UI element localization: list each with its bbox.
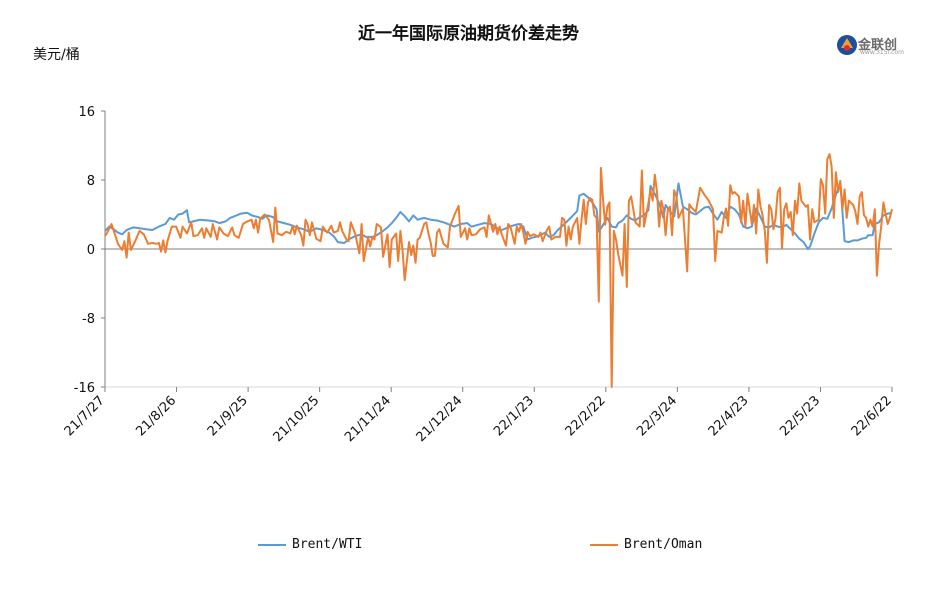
x-tick-label: 21/12/24 [414,393,466,445]
x-tick-label: 22/1/23 [491,393,537,439]
x-tick-label: 22/5/23 [777,393,823,439]
legend-item-brent-wti: Brent/WTI [258,537,362,552]
y-tick-label: 16 [78,105,95,120]
legend-item-brent-oman: Brent/Oman [590,537,702,552]
brand-logo-url: www.315i.com [860,49,904,56]
brand-logo-icon [837,35,857,55]
y-tick-label: 8 [87,174,95,189]
x-tick-label: 22/3/24 [634,393,680,439]
series-line-brent-wti [104,181,893,250]
series-line-brent-oman [104,153,893,388]
x-tick-label: 22/6/22 [849,393,895,439]
x-tick-label: 21/10/25 [271,393,323,445]
brand-logo-text: 金联创 [858,38,898,53]
y-tick-label: 0 [87,243,95,258]
brand-logo: 金联创 www.315i.com [836,32,916,58]
y-axis-unit-label: 美元/桶 [33,47,80,63]
x-tick-label: 21/7/27 [62,393,108,439]
chart-title: 近一年国际原油期货价差走势 [358,24,579,44]
legend-label-brent-oman: Brent/Oman [624,537,703,552]
x-tick-label: 21/9/25 [205,393,251,439]
y-tick-label: -8 [82,312,95,327]
x-tick-label: 22/4/23 [706,393,752,439]
chart-series [104,153,893,388]
y-tick-label: -16 [74,381,95,396]
x-tick-label: 22/2/22 [563,393,609,439]
x-tick-label: 21/11/24 [342,393,394,445]
legend-label-brent-wti: Brent/WTI [292,537,363,552]
chart-axes [104,111,892,388]
x-tick-label: 21/8/26 [133,393,179,439]
legend-swatch-brent-wti [258,543,286,546]
legend-swatch-brent-oman [590,543,618,546]
